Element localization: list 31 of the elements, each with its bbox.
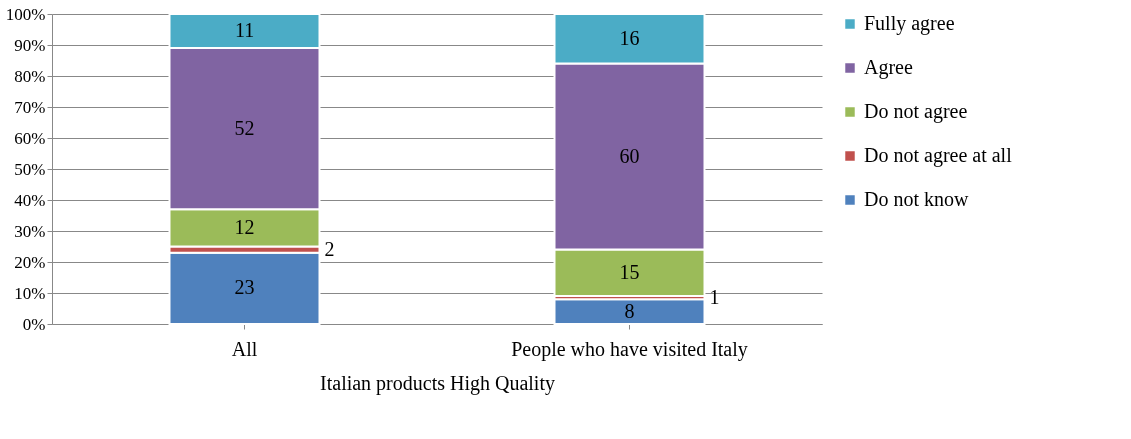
data-label: 2 — [324, 237, 335, 260]
data-label: 52 — [234, 116, 255, 139]
y-tick-label: 70% — [14, 97, 46, 117]
y-tick-label: 30% — [14, 221, 46, 241]
data-label: 1 — [709, 285, 720, 308]
legend-label: Agree — [864, 56, 913, 79]
y-tick-label: 0% — [22, 314, 46, 334]
data-label: 23 — [234, 276, 255, 299]
data-label: 16 — [619, 26, 640, 49]
data-label: 12 — [234, 215, 255, 238]
x-tick-label: People who have visited Italy — [511, 337, 748, 361]
y-tick-label: 80% — [14, 66, 46, 86]
y-tick-label: 20% — [14, 252, 46, 272]
bar — [168, 251, 321, 325]
data-label: 60 — [619, 144, 640, 167]
y-tick-label: 90% — [14, 35, 46, 55]
x-tick-label: All — [231, 337, 258, 360]
legend-label: Do not agree at all — [864, 144, 1013, 167]
data-label: 8 — [624, 299, 635, 322]
legend-label: Do not agree — [864, 100, 968, 123]
data-label: 11 — [234, 19, 255, 42]
y-tick-label: 40% — [14, 190, 46, 210]
legend-label: Fully agree — [864, 12, 955, 35]
x-axis-title: Italian products High Quality — [320, 371, 555, 395]
bar — [553, 298, 706, 325]
data-label: 15 — [619, 260, 640, 283]
y-tick-label: 60% — [14, 128, 46, 148]
y-tick-label: 100% — [5, 4, 46, 24]
y-tick-label: 10% — [14, 283, 46, 303]
y-tick-label: 50% — [14, 159, 46, 179]
legend-label: Do not know — [864, 188, 969, 210]
